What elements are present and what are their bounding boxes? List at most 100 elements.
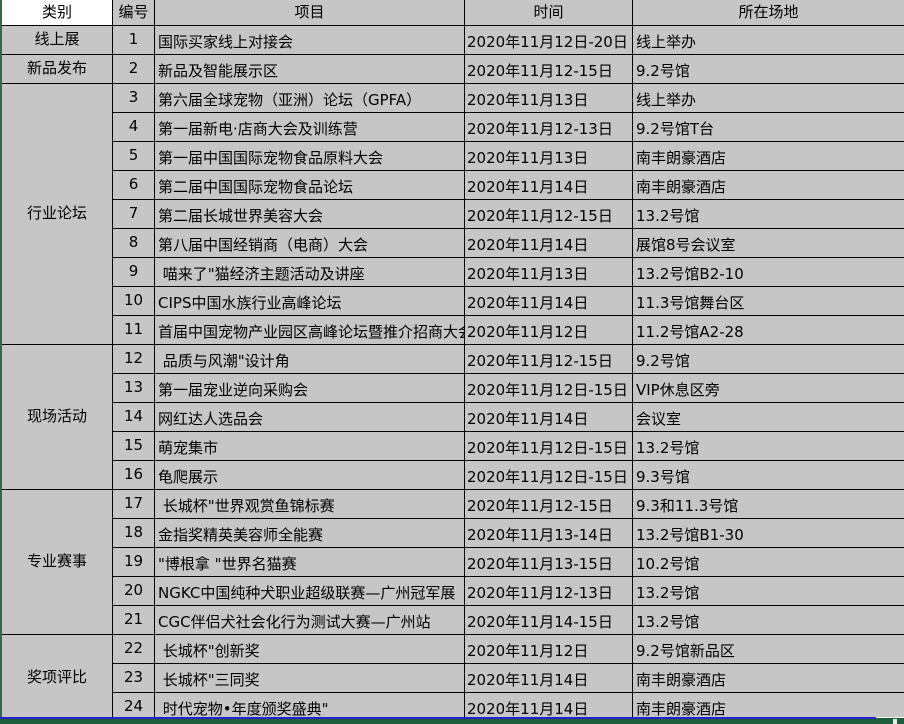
number-cell[interactable]: 16 [113,461,155,490]
time-cell[interactable]: 2020年11月14-15日 [465,606,633,635]
category-cell-onsite-events[interactable]: 现场活动 [2,345,113,490]
category-cell-pro-contests[interactable]: 专业赛事 [2,490,113,635]
item-cell[interactable]: 第二届长城世界美容大会 [155,200,465,229]
category-cell-new-products[interactable]: 新品发布 [2,55,113,84]
item-cell[interactable]: 网红达人选品会 [155,403,465,432]
header-number[interactable]: 编号 [113,0,155,26]
header-time[interactable]: 时间 [465,0,633,26]
item-cell[interactable]: 萌宠集市 [155,432,465,461]
venue-cell[interactable]: 线上举办 [633,84,904,113]
time-cell[interactable]: 2020年11月12日-15日 [465,432,633,461]
time-cell[interactable]: 2020年11月13日 [465,258,633,287]
time-cell[interactable]: 2020年11月14日 [465,287,633,316]
time-cell[interactable]: 2020年11月12日-20日 [465,26,633,55]
number-cell[interactable]: 9 [113,258,155,287]
number-cell[interactable]: 8 [113,229,155,258]
item-cell[interactable]: 喵来了"猫经济主题活动及讲座 [155,258,465,287]
number-cell[interactable]: 14 [113,403,155,432]
time-cell[interactable]: 2020年11月14日 [465,171,633,200]
time-cell[interactable]: 2020年11月12日 [465,635,633,664]
time-cell[interactable]: 2020年11月12日-15日 [465,374,633,403]
number-cell[interactable]: 17 [113,490,155,519]
item-cell[interactable]: 第二届中国国际宠物食品论坛 [155,171,465,200]
number-cell[interactable]: 11 [113,316,155,345]
number-cell[interactable]: 23 [113,664,155,693]
number-cell[interactable]: 12 [113,345,155,374]
category-cell-industry-forums[interactable]: 行业论坛 [2,84,113,345]
header-item[interactable]: 项目 [155,0,465,26]
item-cell[interactable]: CIPS中国水族行业高峰论坛 [155,287,465,316]
item-cell[interactable]: "博根拿 "世界名猫赛 [155,548,465,577]
venue-cell[interactable]: 9.2号馆T台 [633,113,904,142]
item-cell[interactable]: 品质与风潮"设计角 [155,345,465,374]
venue-cell[interactable]: 13.2号馆B1-30 [633,519,904,548]
number-cell[interactable]: 20 [113,577,155,606]
time-cell[interactable]: 2020年11月13日 [465,142,633,171]
venue-cell[interactable]: 13.2号馆 [633,432,904,461]
venue-cell[interactable]: 9.3和11.3号馆 [633,490,904,519]
time-cell[interactable]: 2020年11月13-15日 [465,548,633,577]
venue-cell[interactable]: 9.2号馆 [633,345,904,374]
item-cell[interactable]: 国际买家线上对接会 [155,26,465,55]
venue-cell[interactable]: 南丰朗豪酒店 [633,664,904,693]
category-cell-online-expo[interactable]: 线上展 [2,26,113,55]
venue-cell[interactable]: 13.2号馆 [633,577,904,606]
item-cell[interactable]: 首届中国宠物产业园区高峰论坛暨推介招商大会 [155,316,465,345]
venue-cell[interactable]: 展馆8号会议室 [633,229,904,258]
item-cell[interactable]: 长城杯"三同奖 [155,664,465,693]
venue-cell[interactable]: 会议室 [633,403,904,432]
number-cell[interactable]: 18 [113,519,155,548]
time-cell[interactable]: 2020年11月12-15日 [465,200,633,229]
time-cell[interactable]: 2020年11月12-13日 [465,577,633,606]
venue-cell[interactable]: 10.2号馆 [633,548,904,577]
venue-cell[interactable]: 11.3号馆舞台区 [633,287,904,316]
venue-cell[interactable]: 9.2号馆新品区 [633,635,904,664]
number-cell[interactable]: 10 [113,287,155,316]
venue-cell[interactable]: 11.2号馆A2-28 [633,316,904,345]
number-cell[interactable]: 22 [113,635,155,664]
time-cell[interactable]: 2020年11月12-15日 [465,55,633,84]
time-cell[interactable]: 2020年11月12-15日 [465,490,633,519]
venue-cell[interactable]: 13.2号馆B2-10 [633,258,904,287]
venue-cell[interactable]: 线上举办 [633,26,904,55]
item-cell[interactable]: CGC伴侣犬社会化行为测试大赛—广州站 [155,606,465,635]
item-cell[interactable]: 金指奖精英美容师全能赛 [155,519,465,548]
number-cell[interactable]: 1 [113,26,155,55]
time-cell[interactable]: 2020年11月13-14日 [465,519,633,548]
number-cell[interactable]: 19 [113,548,155,577]
item-cell[interactable]: 第一届新电·店商大会及训练营 [155,113,465,142]
item-cell[interactable]: 长城杯"创新奖 [155,635,465,664]
venue-cell[interactable]: 9.2号馆 [633,55,904,84]
time-cell[interactable]: 2020年11月12-15日 [465,345,633,374]
number-cell[interactable]: 4 [113,113,155,142]
item-cell[interactable]: 第一届中国国际宠物食品原料大会 [155,142,465,171]
venue-cell[interactable]: 13.2号馆 [633,606,904,635]
item-cell[interactable]: NGKC中国纯种犬职业超级联赛—广州冠军展 [155,577,465,606]
time-cell[interactable]: 2020年11月14日 [465,664,633,693]
time-cell[interactable]: 2020年11月12日 [465,316,633,345]
item-cell[interactable]: 第一届宠业逆向采购会 [155,374,465,403]
item-cell[interactable]: 龟爬展示 [155,461,465,490]
number-cell[interactable]: 13 [113,374,155,403]
number-cell[interactable]: 7 [113,200,155,229]
header-venue[interactable]: 所在场地 [633,0,904,26]
time-cell[interactable]: 2020年11月14日 [465,403,633,432]
number-cell[interactable]: 6 [113,171,155,200]
time-cell[interactable]: 2020年11月12-13日 [465,113,633,142]
time-cell[interactable]: 2020年11月14日 [465,229,633,258]
number-cell[interactable]: 21 [113,606,155,635]
number-cell[interactable]: 5 [113,142,155,171]
time-cell[interactable]: 2020年11月12日-15日 [465,461,633,490]
time-cell[interactable]: 2020年11月13日 [465,84,633,113]
header-category[interactable]: 类别 [2,0,113,26]
venue-cell[interactable]: 南丰朗豪酒店 [633,142,904,171]
venue-cell[interactable]: 南丰朗豪酒店 [633,171,904,200]
number-cell[interactable]: 3 [113,84,155,113]
item-cell[interactable]: 新品及智能展示区 [155,55,465,84]
category-cell-awards[interactable]: 奖项评比 [2,635,113,722]
item-cell[interactable]: 第八届中国经销商（电商）大会 [155,229,465,258]
venue-cell[interactable]: 9.3号馆 [633,461,904,490]
item-cell[interactable]: 第六届全球宠物（亚洲）论坛（GPFA） [155,84,465,113]
item-cell[interactable]: 长城杯"世界观赏鱼锦标赛 [155,490,465,519]
number-cell[interactable]: 2 [113,55,155,84]
